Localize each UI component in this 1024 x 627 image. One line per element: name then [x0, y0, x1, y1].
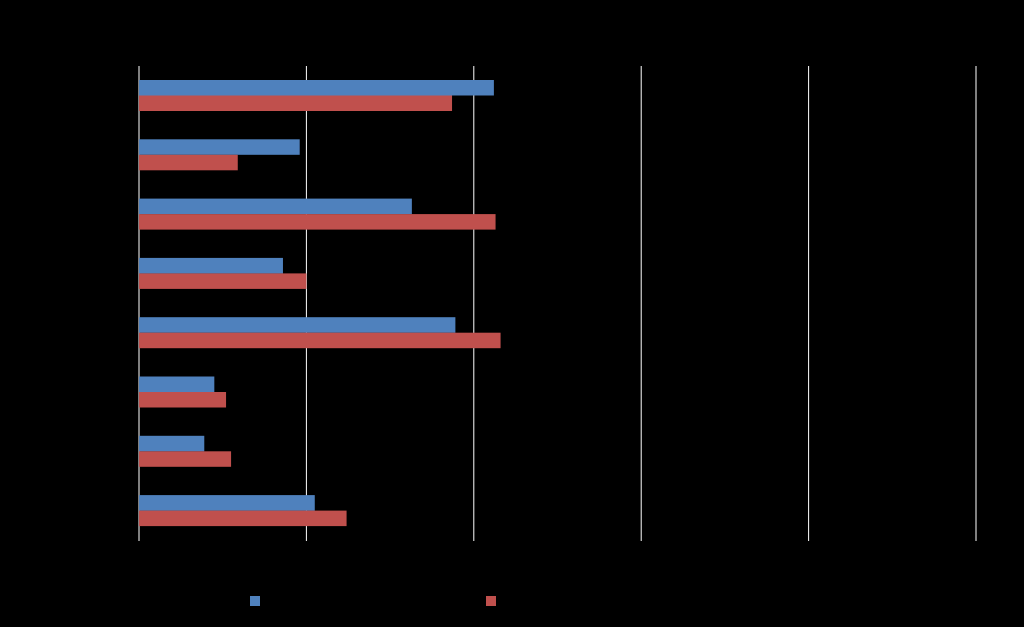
legend-swatch: [486, 596, 496, 606]
bar-series-1: [139, 198, 412, 215]
bar-series-1: [139, 80, 494, 96]
bar-series-1: [139, 376, 215, 392]
bar-group: [139, 376, 227, 408]
bar-group: [139, 495, 347, 527]
bar-series-1: [139, 139, 300, 155]
bar-group: [139, 80, 494, 111]
bar-series-2: [139, 510, 347, 527]
bar-series-2: [139, 392, 227, 408]
bar-group: [139, 257, 307, 289]
bar-series-1: [139, 317, 456, 333]
bar-series-2: [139, 95, 453, 111]
bar-group: [139, 317, 501, 349]
bar-series-1: [139, 257, 283, 274]
bar-series-2: [139, 273, 307, 289]
gridlines: [138, 66, 977, 541]
bar-series-1: [139, 435, 205, 452]
bar-series-2: [139, 154, 238, 171]
bar-series-2: [139, 451, 232, 467]
bar-group: [139, 435, 232, 467]
bar-series-2: [139, 332, 501, 349]
bar-group: [139, 198, 496, 230]
legend-swatch: [250, 596, 260, 606]
bars: [139, 80, 501, 527]
legend: [250, 596, 496, 606]
bar-series-1: [139, 495, 315, 511]
bar-group: [139, 139, 300, 171]
bar-series-2: [139, 214, 496, 230]
